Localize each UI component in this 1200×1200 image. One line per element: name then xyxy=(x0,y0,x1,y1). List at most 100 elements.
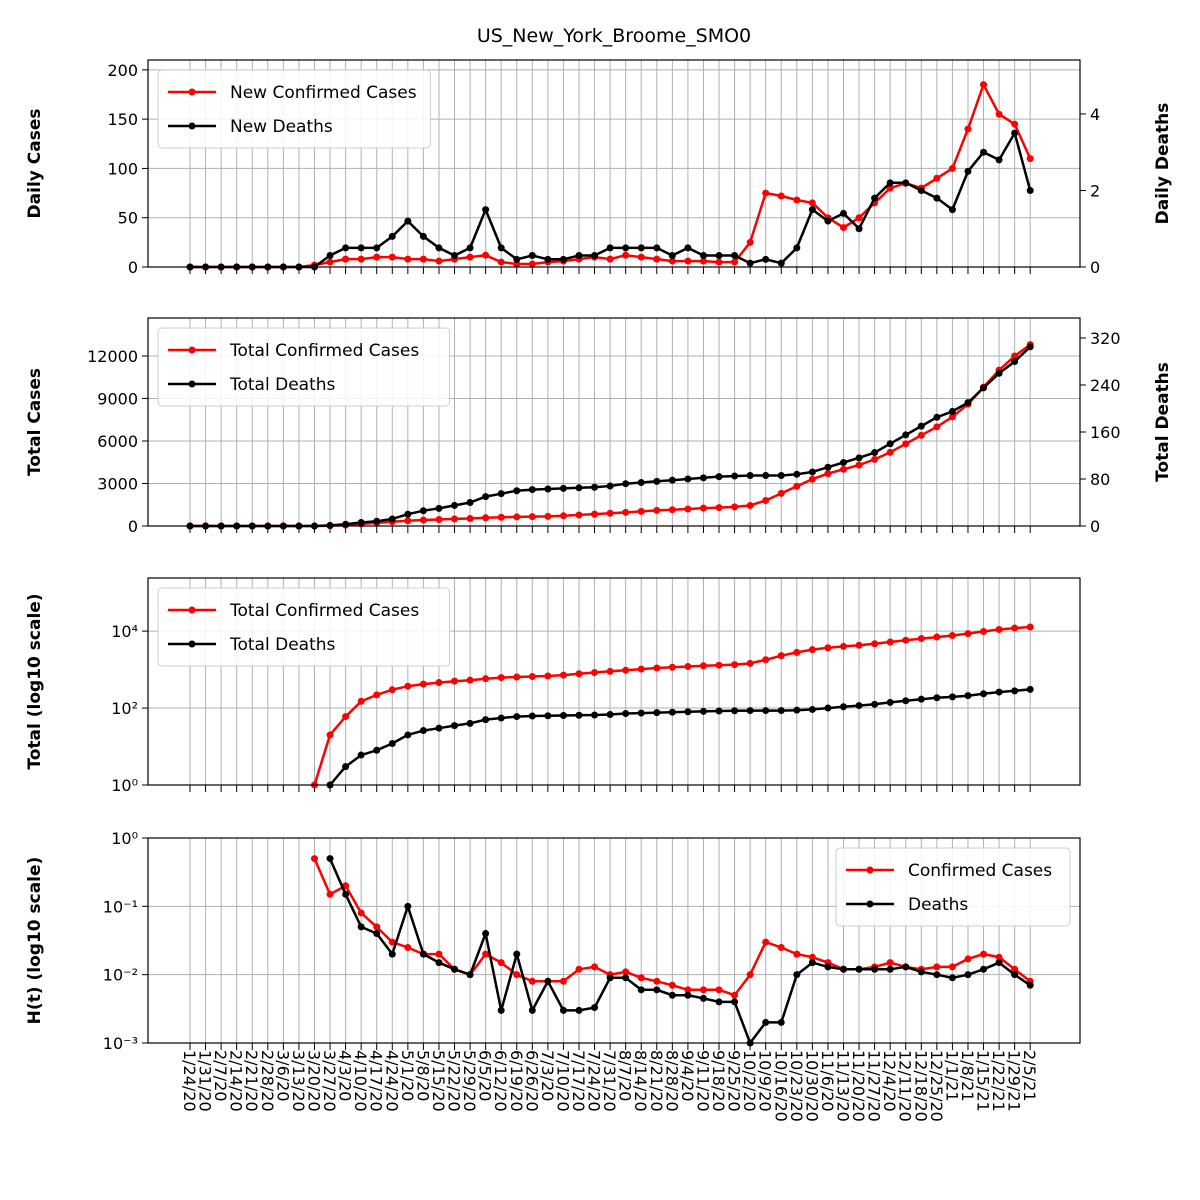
y2-tick-label: 4 xyxy=(1090,105,1100,124)
point xyxy=(824,644,832,652)
point xyxy=(731,503,739,511)
point xyxy=(653,506,661,514)
point xyxy=(917,695,925,703)
y-axis-label: Total Cases xyxy=(25,368,45,476)
point xyxy=(933,963,941,971)
point xyxy=(762,189,770,197)
point xyxy=(419,727,427,735)
point xyxy=(575,511,583,519)
point xyxy=(497,714,505,722)
point xyxy=(622,251,630,259)
point xyxy=(731,661,739,669)
x-tick-label: 7/17/20 xyxy=(569,1050,588,1112)
point xyxy=(699,504,707,512)
point xyxy=(451,677,459,685)
point xyxy=(777,652,785,660)
x-tick-label: 1/31/20 xyxy=(196,1050,215,1112)
x-tick-label: 7/10/20 xyxy=(553,1050,572,1112)
legend-box xyxy=(157,327,451,407)
x-tick-label: 9/25/20 xyxy=(725,1050,744,1112)
point xyxy=(699,257,707,265)
x-tick-label: 5/29/20 xyxy=(460,1050,479,1112)
point xyxy=(544,977,552,985)
point xyxy=(497,258,505,266)
point xyxy=(451,501,459,509)
legend-marker xyxy=(188,88,196,96)
point xyxy=(948,693,956,701)
point xyxy=(699,662,707,670)
point xyxy=(653,244,661,252)
point xyxy=(466,253,474,261)
point xyxy=(1026,343,1034,351)
point xyxy=(684,505,692,513)
point xyxy=(995,369,1003,377)
legend-marker xyxy=(188,380,196,388)
point xyxy=(902,636,910,644)
point xyxy=(653,977,661,985)
point xyxy=(808,475,816,483)
y-axis-label: H(t) (log10 scale) xyxy=(25,857,45,1025)
point xyxy=(606,244,614,252)
point xyxy=(637,507,645,515)
point xyxy=(606,710,614,718)
point xyxy=(435,515,443,523)
point xyxy=(575,252,583,260)
point xyxy=(902,697,910,705)
x-tick-label: 1/15/21 xyxy=(974,1050,993,1112)
point xyxy=(948,206,956,214)
point xyxy=(855,702,863,710)
point xyxy=(575,711,583,719)
point xyxy=(482,493,490,501)
point xyxy=(497,959,505,967)
point xyxy=(715,473,723,481)
point xyxy=(373,746,381,754)
point xyxy=(793,196,801,204)
point xyxy=(622,480,630,488)
point xyxy=(824,963,832,971)
point xyxy=(668,257,676,265)
y2-tick-label: 2 xyxy=(1090,181,1100,200)
point xyxy=(326,855,334,863)
x-tick-label: 1/22/21 xyxy=(989,1050,1008,1112)
point xyxy=(964,955,972,963)
x-tick-label: 7/24/20 xyxy=(585,1050,604,1112)
axes-frame xyxy=(147,59,1081,268)
point xyxy=(933,694,941,702)
point xyxy=(731,252,739,260)
point xyxy=(451,965,459,973)
point xyxy=(808,199,816,207)
point xyxy=(622,666,630,674)
point xyxy=(451,722,459,730)
point xyxy=(591,1004,599,1012)
y-tick-label: 10⁰ xyxy=(111,829,138,848)
point xyxy=(653,664,661,672)
point xyxy=(886,698,894,706)
point xyxy=(715,986,723,994)
point xyxy=(637,253,645,261)
point xyxy=(948,963,956,971)
point xyxy=(808,206,816,214)
point xyxy=(622,968,630,976)
point xyxy=(886,179,894,187)
point xyxy=(668,991,676,999)
x-tick-label: 12/11/20 xyxy=(896,1050,915,1122)
point xyxy=(559,484,567,492)
point xyxy=(342,255,350,263)
point xyxy=(699,474,707,482)
point xyxy=(917,422,925,430)
y-tick-label: 0 xyxy=(128,517,138,536)
point xyxy=(404,731,412,739)
point xyxy=(995,110,1003,118)
x-tick-label: 1/29/21 xyxy=(1005,1050,1024,1112)
point xyxy=(419,516,427,524)
point xyxy=(824,463,832,471)
point xyxy=(482,716,490,724)
point xyxy=(357,697,365,705)
point xyxy=(668,506,676,514)
point xyxy=(559,977,567,985)
point xyxy=(886,638,894,646)
point xyxy=(466,514,474,522)
x-tick-label: 7/3/20 xyxy=(538,1050,557,1102)
point xyxy=(777,707,785,715)
point xyxy=(435,959,443,967)
